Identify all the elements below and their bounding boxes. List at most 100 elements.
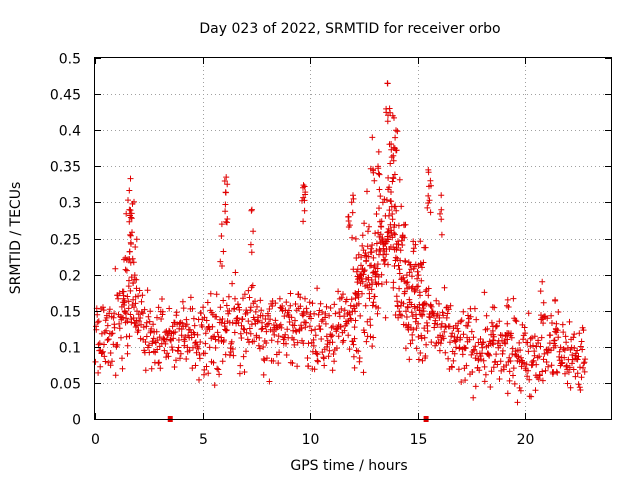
data-point (101, 353, 108, 360)
data-point (168, 344, 175, 351)
data-point (563, 363, 570, 370)
data-point (150, 348, 157, 355)
data-point (238, 335, 245, 341)
data-point (325, 353, 332, 360)
data-point (207, 290, 214, 297)
data-point (423, 319, 430, 326)
data-point (126, 333, 133, 340)
data-point (212, 336, 219, 343)
data-point (120, 288, 127, 295)
data-point (103, 327, 110, 334)
data-point (413, 315, 420, 322)
data-point (309, 300, 316, 307)
data-point (301, 207, 308, 214)
data-point (365, 253, 372, 260)
data-point (434, 321, 441, 328)
data-point (352, 235, 359, 242)
data-point (419, 312, 426, 319)
data-point (402, 221, 409, 228)
data-point (143, 333, 150, 340)
data-point (470, 334, 477, 341)
data-point (525, 367, 531, 374)
data-point (119, 355, 125, 362)
data-point (255, 317, 262, 324)
data-point (510, 365, 517, 372)
data-point (308, 315, 314, 322)
data-point (302, 295, 308, 302)
data-point (180, 305, 187, 312)
data-point (565, 369, 572, 376)
data-point (560, 346, 567, 352)
data-point (272, 317, 279, 324)
data-point (401, 234, 408, 241)
data-point (576, 330, 583, 337)
data-point (468, 351, 475, 358)
data-point (350, 353, 357, 360)
data-point (467, 313, 474, 320)
data-point (147, 308, 154, 315)
data-point (264, 355, 270, 362)
data-point (422, 353, 429, 359)
data-point (121, 297, 128, 304)
data-point (538, 334, 545, 341)
data-point (245, 318, 252, 325)
data-point (237, 330, 244, 337)
data-point (314, 285, 321, 292)
data-point (553, 326, 560, 333)
data-point (480, 339, 487, 346)
data-point (143, 319, 150, 326)
data-point (92, 358, 99, 365)
data-point (317, 300, 324, 307)
data-point (302, 191, 309, 198)
data-point (300, 340, 307, 347)
data-point (125, 283, 132, 290)
data-point (412, 287, 419, 294)
data-point (581, 359, 588, 366)
data-point (179, 298, 186, 305)
data-point (131, 272, 138, 279)
data-point (413, 325, 420, 332)
data-point (432, 342, 439, 349)
data-point (489, 304, 496, 311)
data-point (333, 345, 340, 352)
data-point (220, 248, 227, 255)
data-point (236, 306, 243, 313)
data-point (369, 302, 376, 309)
data-point (241, 326, 248, 333)
data-point (390, 284, 397, 291)
data-point (466, 336, 473, 343)
data-point (270, 358, 277, 364)
data-point (535, 376, 542, 383)
data-point (289, 360, 296, 367)
data-point (162, 340, 169, 347)
data-point (136, 287, 143, 294)
data-point (154, 314, 160, 321)
data-point (441, 284, 448, 291)
data-point (346, 346, 353, 353)
data-point (385, 228, 392, 235)
data-point (551, 337, 557, 344)
data-point (402, 345, 409, 352)
data-point (124, 318, 131, 325)
data-point (301, 197, 308, 204)
data-point (246, 294, 253, 301)
data-point (366, 290, 373, 297)
data-point (326, 347, 333, 354)
data-point (148, 325, 155, 332)
data-point (433, 297, 440, 304)
data-point (524, 373, 531, 380)
data-point (369, 134, 376, 141)
data-point (518, 363, 525, 370)
data-point (178, 332, 185, 339)
data-point (446, 323, 453, 330)
data-point (251, 338, 258, 345)
data-point (457, 334, 464, 341)
data-point (310, 342, 317, 349)
data-point (322, 320, 329, 327)
data-point (394, 128, 401, 135)
data-point (219, 358, 226, 365)
data-point (179, 320, 186, 327)
data-point (299, 312, 306, 319)
data-point (281, 313, 288, 320)
data-point (450, 357, 457, 364)
